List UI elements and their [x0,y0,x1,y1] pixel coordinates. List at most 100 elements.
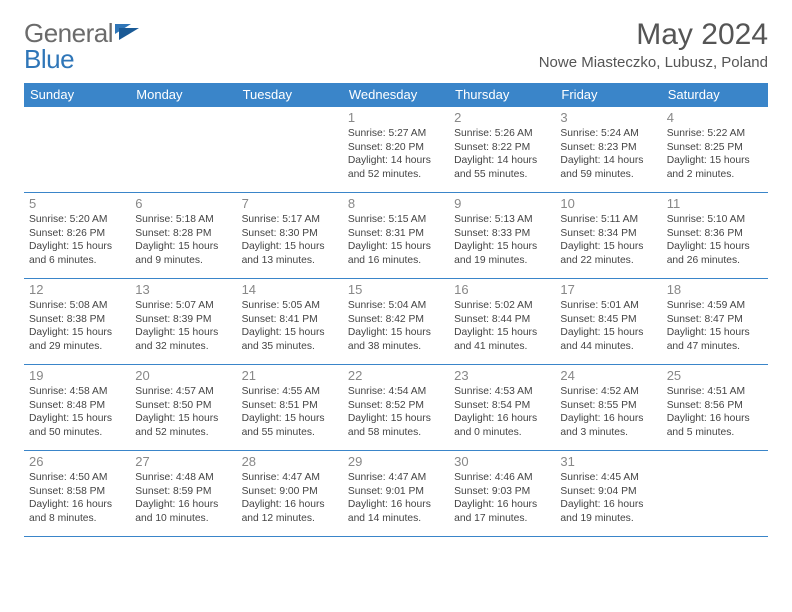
daylight-text: Daylight: 15 hours and 47 minutes. [667,326,763,353]
sunset-text: Sunset: 8:41 PM [242,313,338,327]
dayname-sat: Saturday [662,83,768,107]
sunrise-text: Sunrise: 4:55 AM [242,385,338,399]
sunset-text: Sunset: 8:52 PM [348,399,444,413]
day-number: 26 [29,454,125,469]
calendar-cell: 12Sunrise: 5:08 AMSunset: 8:38 PMDayligh… [24,279,130,365]
day-number: 9 [454,196,550,211]
calendar-cell: 31Sunrise: 4:45 AMSunset: 9:04 PMDayligh… [555,451,661,537]
day-number: 31 [560,454,656,469]
sunrise-text: Sunrise: 4:53 AM [454,385,550,399]
daylight-text: Daylight: 16 hours and 3 minutes. [560,412,656,439]
sunset-text: Sunset: 8:34 PM [560,227,656,241]
calendar-cell [237,107,343,193]
calendar-week: 12Sunrise: 5:08 AMSunset: 8:38 PMDayligh… [24,279,768,365]
day-number: 23 [454,368,550,383]
calendar-cell: 16 Sunrise: 5:02 AMSunset: 8:44 PMDayligh… [449,279,555,365]
calendar-cell: 1Sunrise: 5:27 AMSunset: 8:20 PMDaylight… [343,107,449,193]
day-number: 5 [29,196,125,211]
sunrise-text: Sunrise: 4:58 AM [29,385,125,399]
day-number: 6 [135,196,231,211]
sunset-text: Sunset: 8:48 PM [29,399,125,413]
sunrise-text: Sunrise: 5:02 AM [454,299,550,313]
calendar-table: Sunday Monday Tuesday Wednesday Thursday… [24,83,768,537]
sunrise-text: Sunrise: 5:27 AM [348,127,444,141]
brand-part2: Blue [24,44,74,75]
calendar-cell: 18Sunrise: 4:59 AMSunset: 8:47 PMDayligh… [662,279,768,365]
sunrise-text: Sunrise: 4:51 AM [667,385,763,399]
calendar-cell: 27Sunrise: 4:48 AMSunset: 8:59 PMDayligh… [130,451,236,537]
sunrise-text: Sunrise: 4:52 AM [560,385,656,399]
calendar-cell [24,107,130,193]
day-number: 7 [242,196,338,211]
calendar-page: General May 2024 Nowe Miasteczko, Lubusz… [0,0,792,547]
daylight-text: Daylight: 15 hours and 6 minutes. [29,240,125,267]
calendar-cell: 20Sunrise: 4:57 AMSunset: 8:50 PMDayligh… [130,365,236,451]
sunrise-text: Sunrise: 5:07 AM [135,299,231,313]
sunset-text: Sunset: 8:44 PM [454,313,550,327]
calendar-cell: 5Sunrise: 5:20 AMSunset: 8:26 PMDaylight… [24,193,130,279]
sunrise-text: Sunrise: 5:18 AM [135,213,231,227]
day-number: 2 [454,110,550,125]
calendar-week: 19 Sunrise: 4:58 AMSunset: 8:48 PM Dayligh… [24,365,768,451]
day-number: 14 [242,282,338,297]
daylight-text: Daylight: 15 hours and 35 minutes. [242,326,338,353]
daylight-text: Daylight: 16 hours and 5 minutes. [667,412,763,439]
dayname-row: Sunday Monday Tuesday Wednesday Thursday… [24,83,768,107]
sunrise-text: Sunrise: 5:13 AM [454,213,550,227]
dayname-wed: Wednesday [343,83,449,107]
sunrise-text: Sunrise: 4:57 AM [135,385,231,399]
day-number: 21 [242,368,338,383]
brand-flag-icon [115,18,139,49]
dayname-fri: Friday [555,83,661,107]
title-block: May 2024 Nowe Miasteczko, Lubusz, Poland [539,18,768,71]
daylight-text: Daylight: 15 hours and 58 minutes. [348,412,444,439]
day-number: 16 [454,282,550,297]
calendar-cell [662,451,768,537]
calendar-cell: 22Sunrise: 4:54 AMSunset: 8:52 PMDayligh… [343,365,449,451]
sunset-text: Sunset: 8:55 PM [560,399,656,413]
calendar-cell: 26Sunrise: 4:50 AMSunset: 8:58 PMDayligh… [24,451,130,537]
daylight-text: Daylight: 15 hours and 52 minutes. [135,412,231,439]
calendar-cell: 15Sunrise: 5:04 AMSunset: 8:42 PMDayligh… [343,279,449,365]
sunrise-text: Sunrise: 4:48 AM [135,471,231,485]
sunset-text: Sunset: 9:00 PM [242,485,338,499]
day-number: 17 [560,282,656,297]
day-number: 12 [29,282,125,297]
sunrise-text: Sunrise: 4:47 AM [242,471,338,485]
sunset-text: Sunset: 8:30 PM [242,227,338,241]
location-text: Nowe Miasteczko, Lubusz, Poland [539,54,768,71]
sunset-text: Sunset: 9:03 PM [454,485,550,499]
daylight-text: Daylight: 15 hours and 26 minutes. [667,240,763,267]
dayname-mon: Monday [130,83,236,107]
sunrise-text: Sunrise: 5:10 AM [667,213,763,227]
sunset-text: Sunset: 8:31 PM [348,227,444,241]
sunset-text: Sunset: 8:58 PM [29,485,125,499]
day-number: 3 [560,110,656,125]
calendar-cell: 25Sunrise: 4:51 AMSunset: 8:56 PMDayligh… [662,365,768,451]
day-number: 8 [348,196,444,211]
day-number: 11 [667,196,763,211]
sunset-text: Sunset: 8:59 PM [135,485,231,499]
day-number: 15 [348,282,444,297]
calendar-cell: 9Sunrise: 5:13 AMSunset: 8:33 PMDaylight… [449,193,555,279]
calendar-cell: 29Sunrise: 4:47 AMSunset: 9:01 PMDayligh… [343,451,449,537]
sunset-text: Sunset: 8:51 PM [242,399,338,413]
day-number: 10 [560,196,656,211]
daylight-text: Daylight: 16 hours and 17 minutes. [454,498,550,525]
day-number: 19 [29,368,125,383]
daylight-text: Daylight: 15 hours and 41 minutes. [454,326,550,353]
sunset-text: Sunset: 8:36 PM [667,227,763,241]
sunrise-text: Sunrise: 5:15 AM [348,213,444,227]
sunrise-text: Sunrise: 5:17 AM [242,213,338,227]
day-number: 13 [135,282,231,297]
daylight-text: Daylight: 16 hours and 10 minutes. [135,498,231,525]
sunrise-text: Sunrise: 5:04 AM [348,299,444,313]
day-number: 22 [348,368,444,383]
day-number: 1 [348,110,444,125]
calendar-week: 26Sunrise: 4:50 AMSunset: 8:58 PMDayligh… [24,451,768,537]
calendar-week: 5Sunrise: 5:20 AMSunset: 8:26 PMDaylight… [24,193,768,279]
header: General May 2024 Nowe Miasteczko, Lubusz… [24,18,768,71]
sunset-text: Sunset: 8:50 PM [135,399,231,413]
dayname-tue: Tuesday [237,83,343,107]
month-title: May 2024 [539,18,768,52]
